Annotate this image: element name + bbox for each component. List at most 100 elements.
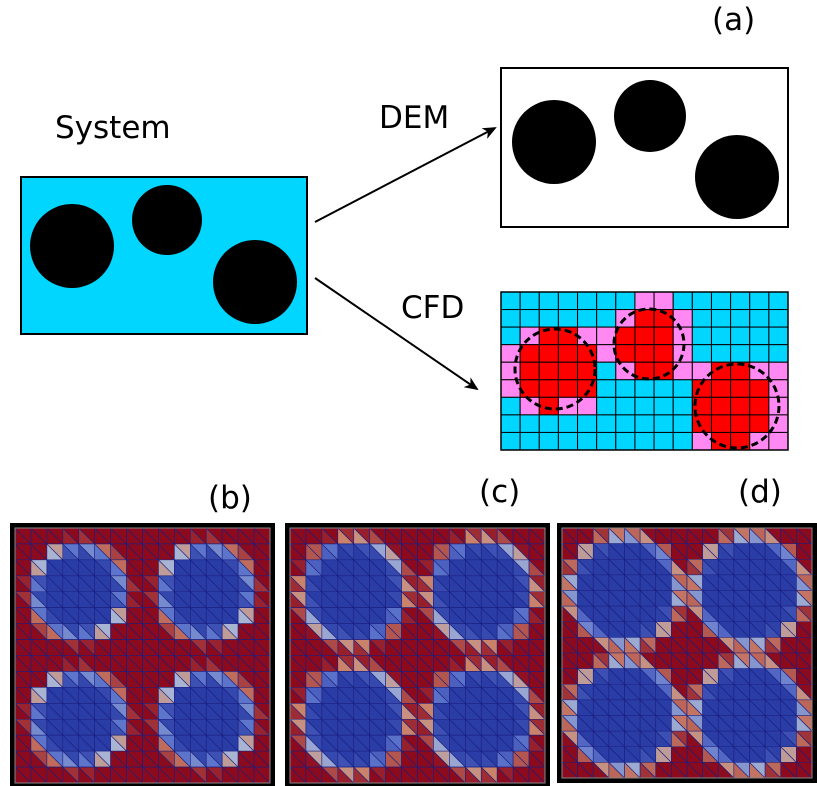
cfd-cell <box>634 379 655 398</box>
cfd-cell <box>519 309 540 328</box>
dem-box <box>500 67 789 228</box>
mesh-panel-b <box>10 523 275 786</box>
cfd-cell <box>538 361 559 381</box>
cfd-cell <box>653 291 674 311</box>
cfd-cell <box>672 291 693 311</box>
panel-label-a: (a) <box>712 2 755 38</box>
cfd-cell <box>691 309 712 328</box>
cfd-cell <box>653 414 674 433</box>
dem-particle <box>512 100 596 184</box>
mesh-panel-c <box>285 523 550 786</box>
cfd-cell <box>577 309 598 328</box>
system-particle <box>30 204 114 288</box>
system-particle <box>213 240 297 324</box>
cfd-cell <box>634 309 655 328</box>
cfd-cell <box>577 326 598 346</box>
cfd-cell <box>500 396 521 416</box>
cfd-cell <box>653 396 674 416</box>
cfd-cell <box>577 344 598 363</box>
cfd-cell <box>596 344 617 363</box>
cfd-cell <box>730 326 751 346</box>
cfd-cell <box>653 431 674 451</box>
cfd-cell <box>653 326 674 346</box>
mesh-panel-d <box>557 523 817 783</box>
cfd-cell <box>538 431 559 451</box>
cfd-cell <box>538 379 559 398</box>
cfd-cell <box>749 431 770 451</box>
cfd-cell <box>730 309 751 328</box>
system-label: System <box>55 110 171 146</box>
cfd-cell <box>596 361 617 381</box>
cfd-cell <box>691 344 712 363</box>
cfd-cell <box>768 291 789 311</box>
cfd-cell <box>749 379 770 398</box>
system-particle <box>132 185 202 255</box>
cfd-cell <box>749 396 770 416</box>
cfd-cell <box>615 414 636 433</box>
cfd-cell <box>615 396 636 416</box>
cfd-label: CFD <box>401 290 464 326</box>
dem-particle <box>614 80 686 152</box>
cfd-cell <box>500 431 521 451</box>
cfd-cell <box>634 396 655 416</box>
cfd-grid <box>500 291 789 451</box>
cfd-cell <box>500 309 521 328</box>
cfd-cell <box>710 379 732 398</box>
dem-particle <box>695 135 779 219</box>
cfd-cell <box>710 309 732 328</box>
cfd-cell <box>768 344 789 363</box>
cfd-cell <box>691 431 712 451</box>
cfd-cell <box>710 396 732 416</box>
cfd-cell <box>500 326 521 346</box>
system-box <box>20 176 308 335</box>
cfd-cell <box>519 361 540 381</box>
cfd-cell <box>519 431 540 451</box>
cfd-cell <box>538 291 559 311</box>
particle-outline <box>612 307 686 381</box>
cfd-cell <box>730 344 751 363</box>
cfd-cell <box>749 414 770 433</box>
cfd-cell <box>596 414 617 433</box>
cfd-cell <box>710 326 732 346</box>
cfd-cell <box>634 431 655 451</box>
cfd-cell <box>615 291 636 311</box>
cfd-cell <box>691 414 712 433</box>
cfd-cell <box>557 361 579 381</box>
arrow-to-dem <box>314 127 497 223</box>
cfd-cell <box>596 291 617 311</box>
particle-outline <box>693 362 781 450</box>
cfd-cell <box>519 414 540 433</box>
cfd-cell <box>749 309 770 328</box>
cfd-cell <box>768 309 789 328</box>
cfd-cell <box>653 379 674 398</box>
cfd-cell <box>557 291 579 311</box>
cfd-cell <box>749 291 770 311</box>
cfd-cell <box>634 344 655 363</box>
cfd-cell <box>634 291 655 311</box>
cfd-cell <box>749 344 770 363</box>
cfd-cell <box>615 431 636 451</box>
cfd-cell <box>634 414 655 433</box>
cfd-cell <box>672 309 693 328</box>
panel-label-c: (c) <box>479 474 520 510</box>
cfd-cell <box>538 344 559 363</box>
cfd-cell <box>768 379 789 398</box>
cfd-cell <box>730 291 751 311</box>
cfd-cell <box>672 379 693 398</box>
cfd-cell <box>653 344 674 363</box>
cfd-cell <box>500 291 521 311</box>
cfd-cell <box>577 431 598 451</box>
cfd-cell <box>768 431 789 451</box>
panel-label-d: (d) <box>738 474 782 510</box>
cfd-cell <box>538 414 559 433</box>
particle-outline <box>513 327 597 411</box>
dem-label: DEM <box>379 100 449 136</box>
cfd-cell <box>596 431 617 451</box>
cfd-cell <box>672 414 693 433</box>
panel-label-b: (b) <box>208 480 252 516</box>
arrow-to-cfd <box>314 277 479 391</box>
cfd-cell <box>768 361 789 381</box>
cfd-cell <box>730 414 751 433</box>
cfd-cell <box>538 396 559 416</box>
